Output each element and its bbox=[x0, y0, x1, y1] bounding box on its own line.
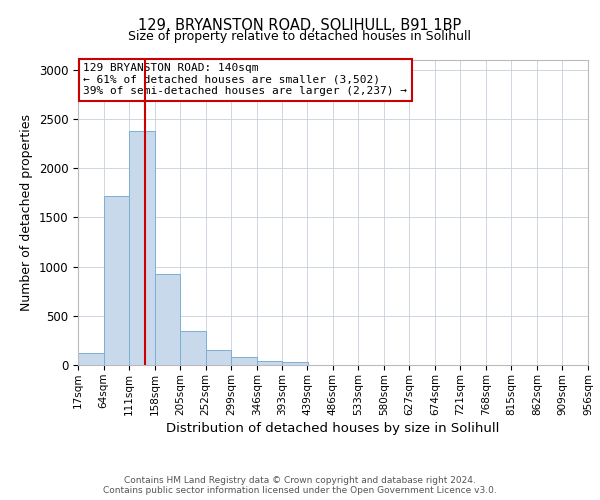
Bar bbox=[206, 350, 231, 365]
Text: Contains public sector information licensed under the Open Government Licence v3: Contains public sector information licen… bbox=[103, 486, 497, 495]
Bar bbox=[155, 274, 180, 365]
Y-axis label: Number of detached properties: Number of detached properties bbox=[20, 114, 33, 311]
Bar bbox=[257, 361, 282, 365]
X-axis label: Distribution of detached houses by size in Solihull: Distribution of detached houses by size … bbox=[166, 422, 500, 434]
Text: Size of property relative to detached houses in Solihull: Size of property relative to detached ho… bbox=[128, 30, 472, 43]
Bar bbox=[282, 362, 308, 365]
Bar bbox=[104, 196, 129, 365]
Bar bbox=[129, 131, 155, 365]
Text: Contains HM Land Registry data © Crown copyright and database right 2024.: Contains HM Land Registry data © Crown c… bbox=[124, 476, 476, 485]
Bar bbox=[180, 331, 206, 365]
Bar bbox=[231, 357, 257, 365]
Bar bbox=[78, 353, 104, 365]
Text: 129 BRYANSTON ROAD: 140sqm
← 61% of detached houses are smaller (3,502)
39% of s: 129 BRYANSTON ROAD: 140sqm ← 61% of deta… bbox=[83, 63, 407, 96]
Text: 129, BRYANSTON ROAD, SOLIHULL, B91 1BP: 129, BRYANSTON ROAD, SOLIHULL, B91 1BP bbox=[139, 18, 461, 32]
